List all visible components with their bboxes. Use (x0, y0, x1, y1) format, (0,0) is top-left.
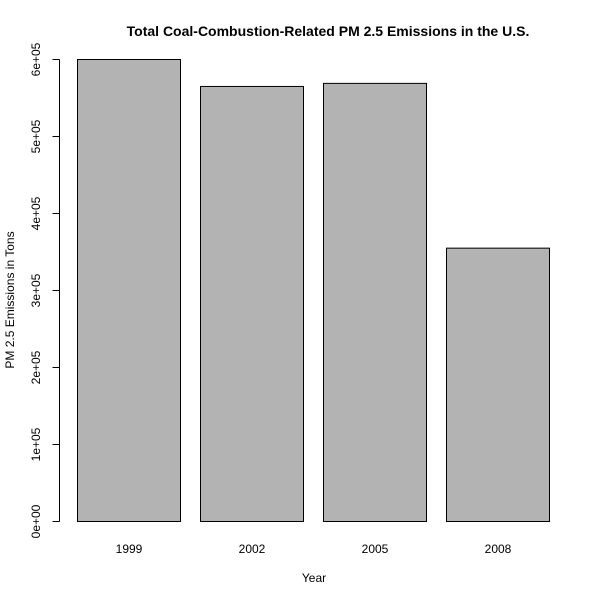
y-tick-label: 6e+05 (29, 42, 43, 76)
y-tick-label: 3e+05 (29, 273, 43, 307)
y-tick-label: 1e+05 (29, 427, 43, 461)
x-tick-label-2002: 2002 (239, 542, 266, 556)
x-axis-label: Year (302, 571, 326, 585)
y-tick-label: 5e+05 (29, 119, 43, 153)
chart-title: Total Coal-Combustion-Related PM 2.5 Emi… (127, 23, 530, 39)
bar-2008 (446, 247, 550, 522)
x-tick-label-2005: 2005 (362, 542, 389, 556)
x-tick-label-1999: 1999 (116, 542, 143, 556)
y-axis: 0e+00 1e+05 2e+05 3e+05 4e+05 5e+05 6e+05 (29, 42, 60, 538)
y-tick-label: 2e+05 (29, 350, 43, 384)
y-tick-label: 4e+05 (29, 196, 43, 230)
y-tick-label: 0e+00 (29, 504, 43, 538)
y-axis-label: PM 2.5 Emissions in Tons (3, 231, 17, 368)
bar-2005 (323, 82, 427, 523)
bar-1999 (77, 59, 181, 522)
x-tick-labels: 1999 2002 2005 2008 (116, 542, 512, 556)
bar-2002 (200, 85, 304, 522)
x-tick-label-2008: 2008 (485, 542, 512, 556)
bars-group (77, 59, 550, 523)
